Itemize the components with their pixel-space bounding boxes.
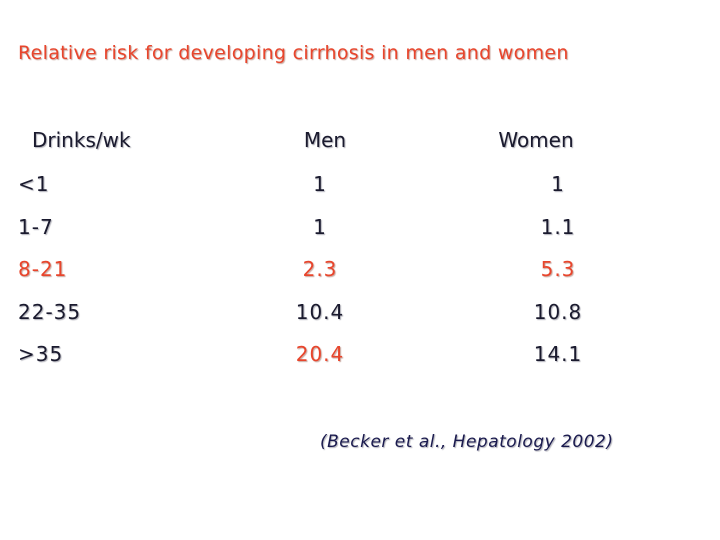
- table-cell: 8-21: [18, 257, 68, 281]
- column-header: Drinks/wk: [32, 128, 131, 152]
- table-cell: 1: [551, 172, 565, 196]
- table-cell: 1: [313, 172, 327, 196]
- slide-title: Relative risk for developing cirrhosis i…: [18, 42, 569, 64]
- table-cell: 20.4: [295, 342, 345, 366]
- table-cell: 22-35: [18, 300, 82, 324]
- column-header: Men: [303, 128, 347, 152]
- table-cell: 10.4: [295, 300, 345, 324]
- table-cell: 2.3: [302, 257, 338, 281]
- table-cell: 5.3: [540, 257, 576, 281]
- table-cell: 1-7: [18, 215, 54, 239]
- table-cell: 10.8: [533, 300, 583, 324]
- citation: (Becker et al., Hepatology 2002): [320, 432, 614, 452]
- table-cell: 14.1: [533, 342, 583, 366]
- table-cell: 1: [313, 215, 327, 239]
- column-header: Women: [498, 128, 574, 152]
- table-cell: >35: [18, 342, 64, 366]
- table-cell: <1: [18, 172, 50, 196]
- table-cell: 1.1: [540, 215, 576, 239]
